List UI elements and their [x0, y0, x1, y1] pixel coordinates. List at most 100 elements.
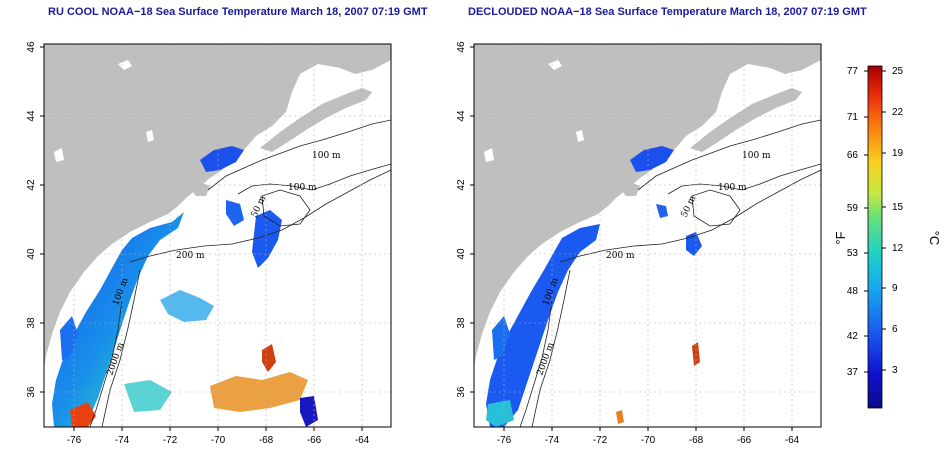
- nova-scotia: [690, 88, 802, 152]
- lat-tick-label: 44: [456, 110, 467, 122]
- contour-label: 100 m: [718, 183, 747, 193]
- colorbar-c-tick: 25: [892, 66, 904, 77]
- lon-tick-label: -74: [115, 435, 130, 446]
- sst-patch-georges: [686, 232, 702, 256]
- lon-tick-label: -70: [641, 435, 656, 446]
- sst-coastal-band: [52, 212, 184, 427]
- colorbar: 77 71 66 59 53 48 42 37 25 22 19 15 12 9…: [833, 65, 942, 409]
- colorbar-f-tick: 42: [847, 331, 859, 342]
- lon-tick-label: -72: [163, 435, 178, 446]
- colorbar-c-tick: 9: [892, 283, 898, 294]
- colorbar-f-tick: 77: [847, 66, 859, 77]
- sst-chesapeake: [60, 316, 78, 360]
- contour-label: 200 m: [606, 251, 635, 261]
- lon-tick-label: -76: [497, 435, 512, 446]
- lon-tick-label: -64: [355, 435, 370, 446]
- colorbar-celsius-label: °C: [927, 231, 942, 246]
- colorbar-f-tick: 37: [847, 367, 859, 378]
- contour-label: 100 m: [312, 151, 341, 161]
- colorbar-c-tick: 19: [892, 148, 904, 159]
- colorbar-f-tick: 59: [847, 203, 859, 214]
- lake: [548, 60, 562, 70]
- sst-patch-south: [160, 290, 214, 322]
- colorbar-c-tick: 15: [892, 202, 904, 213]
- lon-tick-label: -76: [67, 435, 82, 446]
- lon-tick-label: -68: [689, 435, 704, 446]
- lon-tick-label: -66: [737, 435, 752, 446]
- lat-tick-label: 36: [26, 386, 37, 398]
- panel-title-right: DECLOUDED NOAA−18 Sea Surface Temperatur…: [468, 6, 867, 18]
- nova-scotia: [260, 88, 372, 152]
- lake: [146, 130, 154, 142]
- contour-label: 200 m: [176, 251, 205, 261]
- lat-tick-label: 46: [26, 41, 37, 53]
- colorbar-c-tick: 6: [892, 324, 898, 335]
- cape-cod: [190, 182, 210, 196]
- lon-tick-label: -68: [259, 435, 274, 446]
- lake: [118, 60, 132, 70]
- lat-tick-label: 46: [456, 41, 467, 53]
- lat-tick-label: 44: [26, 110, 37, 122]
- lat-tick-label: 40: [26, 248, 37, 260]
- sst-coastal-band: [486, 224, 600, 427]
- contour-label: 100 m: [742, 151, 771, 161]
- map-panel-left: 100 m 100 m 50 m 200 m 100 m 2000 m -76 …: [26, 41, 392, 446]
- lon-tick-label: -64: [785, 435, 800, 446]
- land-mass: [474, 44, 821, 370]
- contour-200m: [559, 169, 821, 263]
- contour-200m: [129, 169, 391, 263]
- colorbar-f-tick: 71: [847, 112, 859, 123]
- colorbar-f-tick: 66: [847, 150, 859, 161]
- sst-patch-coast-warm: [70, 402, 96, 427]
- lat-tick-label: 36: [456, 386, 467, 398]
- sst-coast-cyan: [486, 400, 514, 427]
- sst-patch-east: [300, 396, 318, 427]
- contour-100m: [207, 119, 391, 191]
- panel-title-left: RU COOL NOAA−18 Sea Surface Temperature …: [48, 6, 428, 18]
- contour-shelf: [531, 269, 571, 427]
- colorbar-f-tick: 48: [847, 286, 859, 297]
- sst-chesapeake: [492, 316, 510, 360]
- sst-patch-warm2: [262, 344, 276, 372]
- sst-patch-warm2: [616, 410, 624, 424]
- contour-georges: [691, 189, 741, 227]
- lake: [54, 148, 64, 162]
- contour-georges: [261, 189, 311, 227]
- contour-100m: [637, 119, 821, 191]
- sst-patch-cyan: [124, 380, 172, 412]
- lat-tick-label: 40: [456, 248, 467, 260]
- sst-patch-gulf-of-maine: [200, 146, 244, 172]
- lon-tick-label: -70: [211, 435, 226, 446]
- contour-100m-b: [667, 163, 821, 195]
- land-mass: [44, 44, 391, 370]
- colorbar-c-tick: 3: [892, 365, 898, 376]
- lon-tick-label: -72: [593, 435, 608, 446]
- lat-tick-label: 42: [456, 179, 467, 191]
- lake: [576, 130, 584, 142]
- contour-100m-b: [237, 163, 391, 195]
- colorbar-c-tick: 22: [892, 107, 904, 118]
- lon-tick-label: -66: [307, 435, 322, 446]
- lat-tick-label: 38: [26, 317, 37, 329]
- contour-shelf: [101, 269, 141, 427]
- lon-tick-label: -74: [545, 435, 560, 446]
- sst-patch-central: [656, 204, 668, 218]
- sst-patch-gulf-of-maine: [630, 146, 674, 172]
- colorbar-ramp: [867, 65, 883, 409]
- cape-cod: [620, 182, 640, 196]
- lat-tick-label: 42: [26, 179, 37, 191]
- colorbar-fahrenheit-label: °F: [833, 231, 848, 244]
- graticule: [44, 44, 391, 427]
- sst-patch-georges: [252, 210, 282, 268]
- lake: [484, 148, 494, 162]
- lat-tick-label: 38: [456, 317, 467, 329]
- sst-patch-central: [226, 200, 244, 226]
- contour-2000m: [519, 299, 553, 427]
- map-panel-right: 100 m 100 m 50 m 200 m 100 m 2000 m -76 …: [456, 41, 822, 446]
- colorbar-f-tick: 53: [847, 248, 859, 259]
- contour-label: 100 m: [288, 183, 317, 193]
- contour-2000m: [89, 299, 123, 427]
- graticule: [474, 44, 821, 427]
- colorbar-c-tick: 12: [892, 243, 904, 254]
